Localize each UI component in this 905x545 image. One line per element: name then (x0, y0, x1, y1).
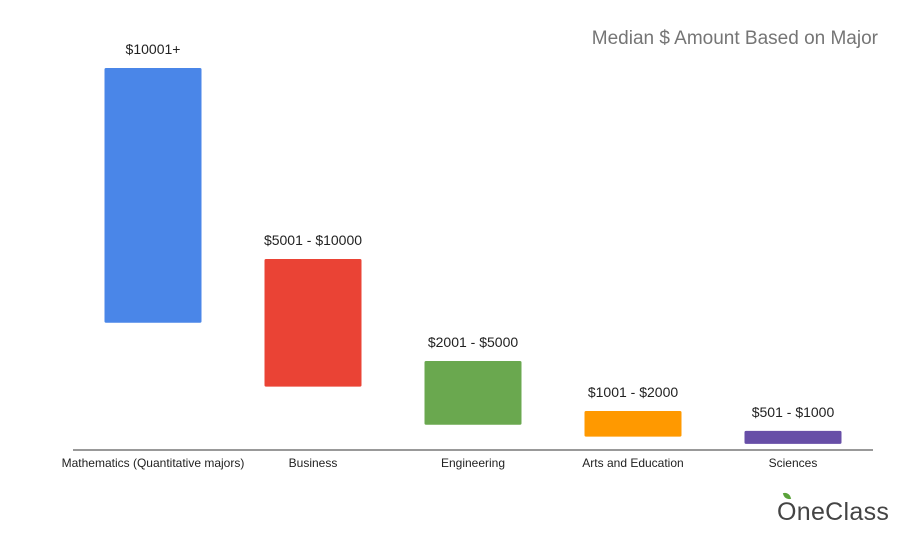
category-label: Arts and Education (582, 456, 683, 470)
category-label: Mathematics (Quantitative majors) (62, 456, 245, 470)
data-label: $5001 - $10000 (264, 232, 362, 248)
bars-group: $10001+ $5001 - $10000 $2001 - $5000 $1001 … (104, 41, 842, 444)
category-label: Engineering (441, 456, 505, 470)
data-label: $1001 - $2000 (588, 384, 679, 400)
bar-mathematics-quantitative-majors (104, 68, 202, 323)
chart-title: Median $ Amount Based on Major (592, 28, 879, 49)
data-label: $501 - $1000 (752, 404, 835, 420)
bar-sciences (744, 430, 842, 444)
category-labels-group: Mathematics (Quantitative majors) Busines… (62, 456, 818, 470)
bar-engineering (424, 361, 522, 425)
bar-business (264, 259, 362, 387)
data-label: $2001 - $5000 (428, 334, 519, 350)
oneclass-logo: OneClass (777, 491, 890, 527)
category-label: Business (289, 456, 338, 470)
logo-text: OneClass (777, 498, 890, 526)
category-label: Sciences (769, 456, 818, 470)
data-label: $10001+ (126, 41, 181, 57)
bar-arts-and-education (584, 411, 682, 437)
